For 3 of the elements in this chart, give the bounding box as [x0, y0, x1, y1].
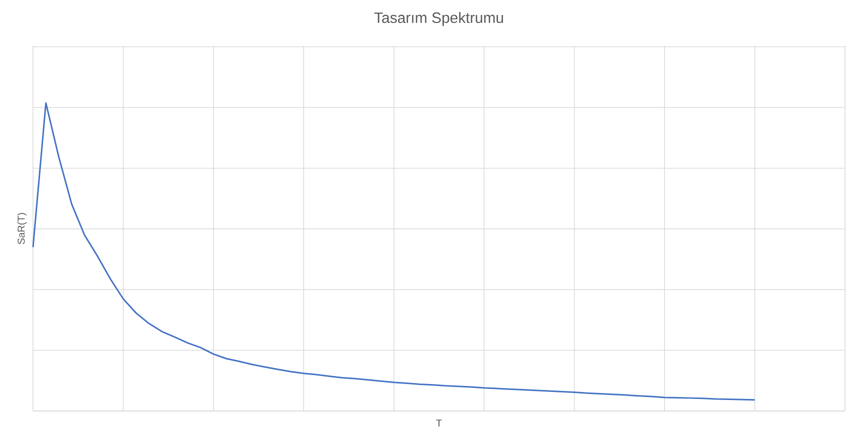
chart-title: Tasarım Spektrumu	[374, 12, 504, 26]
x-axis-title: T	[436, 420, 442, 426]
y-axis-title: SaR(T)	[17, 213, 27, 244]
